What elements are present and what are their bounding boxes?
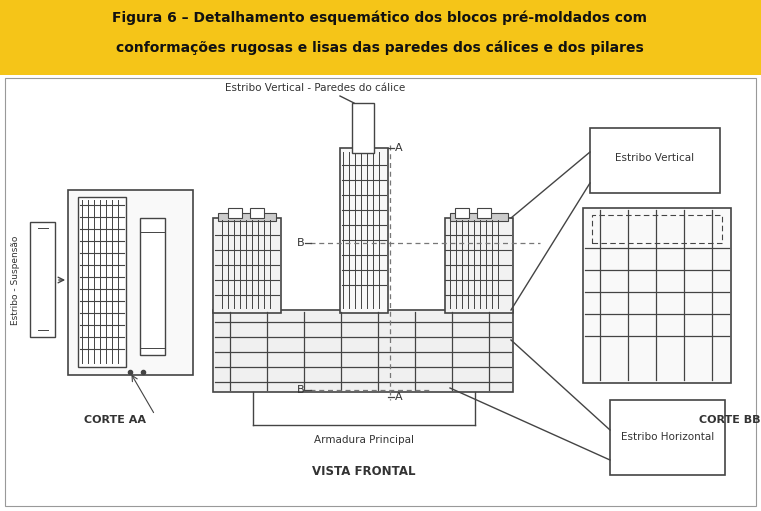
Bar [250, 208, 264, 218]
Bar [30, 222, 55, 337]
Bar [0, 0, 761, 75]
Text: VISTA FRONTAL: VISTA FRONTAL [312, 465, 416, 478]
Bar [477, 208, 491, 218]
Text: Armadura Principal: Armadura Principal [314, 435, 414, 445]
Text: CORTE AA: CORTE AA [84, 415, 146, 425]
Bar [610, 400, 725, 475]
Text: Estribo Horizontal: Estribo Horizontal [622, 432, 715, 442]
Bar [218, 213, 276, 221]
Bar [213, 310, 513, 392]
Bar [140, 218, 165, 355]
Text: B: B [298, 385, 305, 395]
Bar [228, 208, 242, 218]
Bar [213, 218, 281, 313]
Text: Figura 6 – Detalhamento esquemático dos blocos pré-moldados com: Figura 6 – Detalhamento esquemático dos … [113, 11, 648, 25]
Bar [590, 128, 720, 193]
Bar [592, 215, 722, 243]
Text: B: B [298, 238, 305, 248]
Bar [352, 103, 374, 153]
Bar [583, 208, 731, 383]
Text: A: A [395, 143, 403, 153]
Text: Estribo Vertical: Estribo Vertical [616, 153, 695, 163]
Text: Estribo Vertical - Paredes do cálice: Estribo Vertical - Paredes do cálice [224, 83, 405, 93]
Text: Estribo - Suspensão: Estribo - Suspensão [11, 235, 21, 324]
Bar [78, 197, 126, 367]
Bar [455, 208, 469, 218]
Bar [450, 213, 508, 221]
Text: CORTE BB: CORTE BB [699, 415, 761, 425]
Bar [445, 218, 513, 313]
Bar [68, 190, 193, 375]
Bar [5, 78, 756, 506]
Bar [340, 148, 388, 313]
Text: conformações rugosas e lisas das paredes dos cálices e dos pilares: conformações rugosas e lisas das paredes… [116, 41, 644, 55]
Text: A: A [395, 392, 403, 402]
